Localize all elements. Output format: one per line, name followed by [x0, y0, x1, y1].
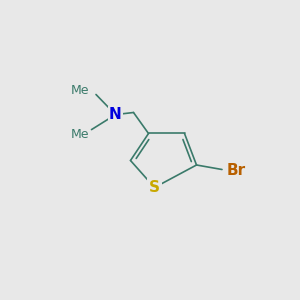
Text: N: N: [109, 107, 122, 122]
Text: S: S: [149, 180, 160, 195]
Text: Br: Br: [226, 163, 246, 178]
Text: Me: Me: [71, 83, 90, 97]
Text: Me: Me: [70, 128, 89, 142]
